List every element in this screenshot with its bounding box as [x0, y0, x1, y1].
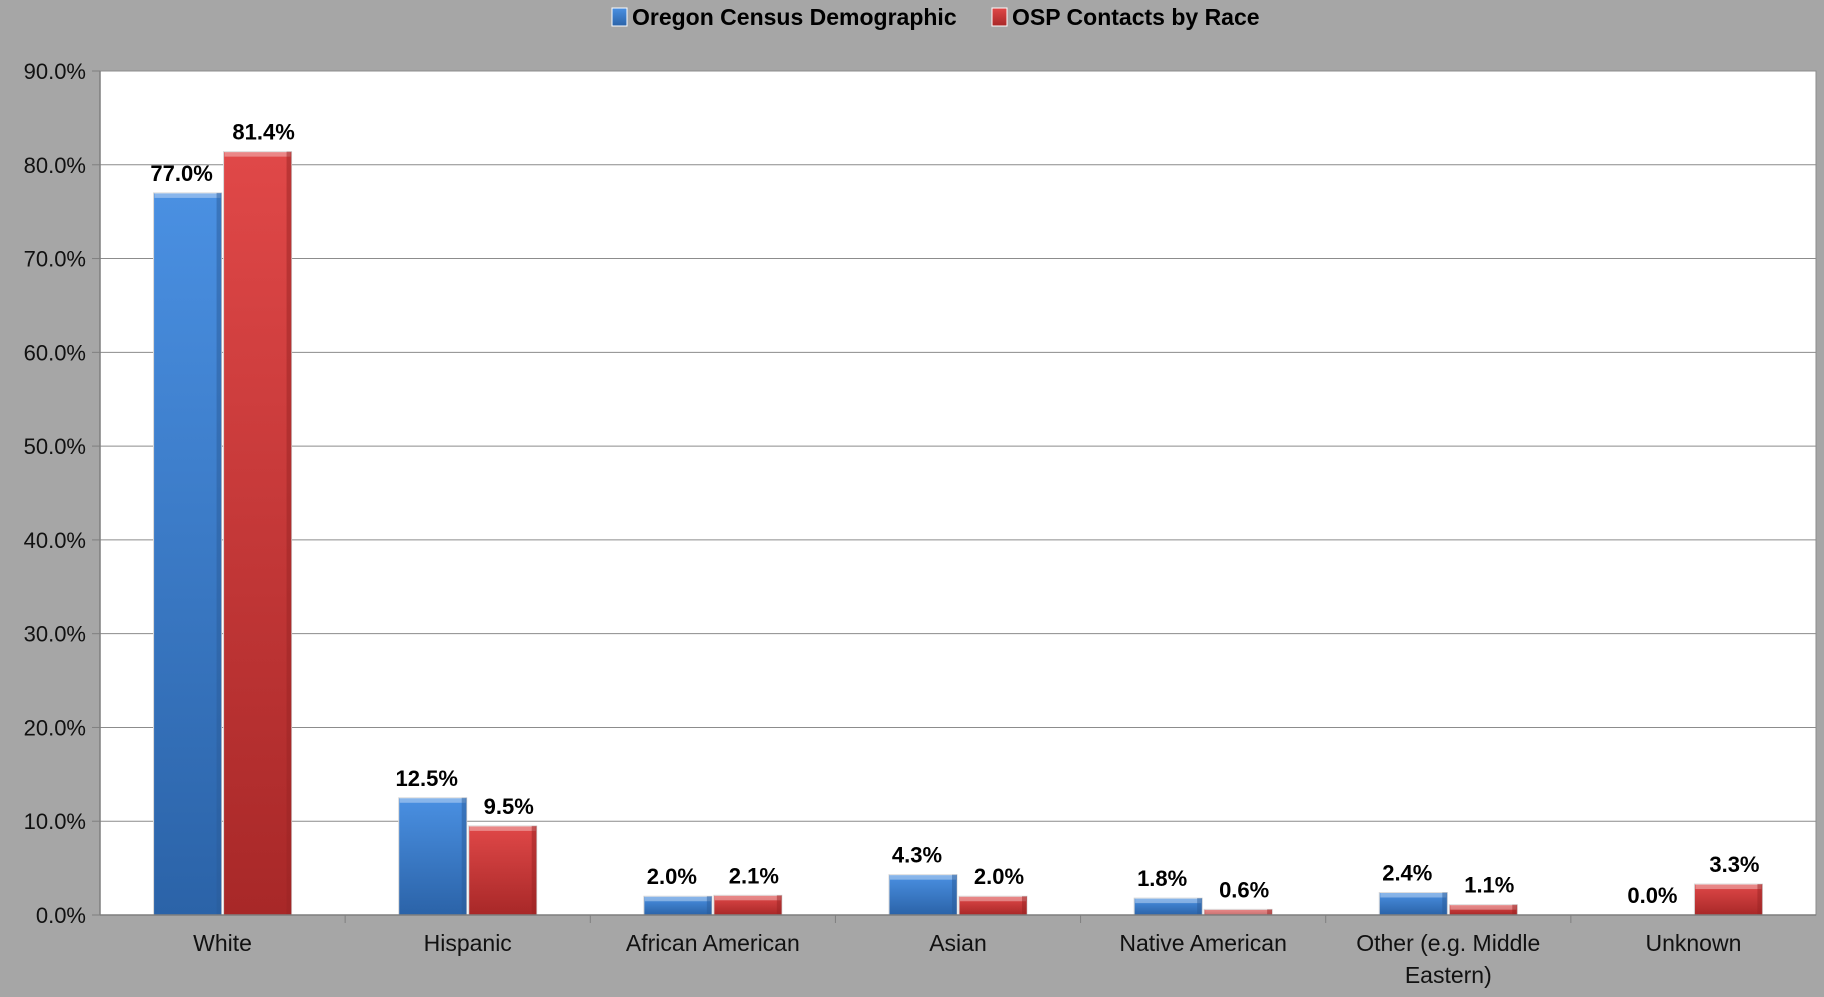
bar-shade [706, 896, 712, 915]
bar-cap [714, 895, 781, 901]
bar-shade [1512, 904, 1518, 915]
data-labels: 77.0% 81.4% 12.5% 9.5% 2.0% 2.1% 4.3% 2.0% 1.8% 0… [150, 120, 1759, 908]
bar-census-0 [153, 192, 223, 916]
bar-shade [216, 192, 222, 915]
y-tick-label: 20.0% [24, 715, 86, 740]
x-tick-label: Native American [1119, 930, 1286, 956]
axes: 0.0% 10.0% 20.0% 30.0% 40.0% 50.0% 60.0% 70.0% 8… [24, 59, 1816, 988]
bar-census-3 [888, 874, 958, 916]
bar-cap [1380, 892, 1447, 898]
y-tick-label: 80.0% [24, 153, 86, 178]
bar-shade [776, 895, 782, 915]
bar-cap [1205, 909, 1272, 915]
y-tick-label: 90.0% [24, 59, 86, 84]
bar-shade [286, 151, 292, 915]
x-tick-label: Hispanic [424, 930, 512, 956]
bar-cap [399, 797, 466, 803]
bar-shade [1022, 896, 1027, 915]
y-tick-label: 0.0% [36, 903, 86, 928]
data-label: 0.6% [1219, 877, 1269, 902]
bar-shade [1757, 884, 1763, 915]
data-label: 0.0% [1627, 883, 1677, 908]
bar-shade [1267, 909, 1273, 915]
y-tick-label: 30.0% [24, 622, 86, 647]
legend: Oregon Census Demographic OSP Contacts by… [611, 4, 1260, 30]
plot-area [99, 70, 1817, 916]
gridlines [100, 70, 1816, 822]
bar-cap [224, 151, 291, 157]
y-tick-label: 60.0% [24, 340, 86, 365]
data-label: 1.1% [1464, 873, 1514, 898]
bars [153, 151, 1763, 916]
bar-osp-1 [468, 825, 538, 916]
x-tick-label: Asian [929, 930, 987, 956]
bar-shade [461, 797, 467, 915]
data-label: 2.4% [1382, 860, 1432, 885]
x-tick-label: Other (e.g. Middle Eastern) [1356, 930, 1540, 988]
y-tick-label: 10.0% [24, 809, 86, 834]
bar-shade [531, 825, 537, 915]
data-label: 2.0% [647, 864, 697, 889]
bar-cap [960, 896, 1026, 902]
bar-shade [952, 874, 957, 915]
bar-cap [154, 192, 221, 198]
bar-cap [644, 896, 711, 902]
bar-cap [1695, 884, 1762, 890]
legend-label-osp: OSP Contacts by Race [1012, 4, 1260, 30]
bar-osp-6 [1693, 883, 1763, 916]
x-tick-label: Unknown [1645, 930, 1741, 956]
bar-cap [1450, 904, 1517, 910]
data-label: 1.8% [1137, 866, 1187, 891]
bar-cap [1135, 898, 1202, 904]
data-label: 9.5% [484, 794, 534, 819]
bar-osp-0 [223, 151, 293, 916]
data-label: 3.3% [1709, 852, 1759, 877]
data-label: 4.3% [892, 843, 942, 868]
bar-shade [1442, 892, 1448, 915]
bar-cap [469, 825, 536, 831]
x-tick-label: White [193, 930, 252, 956]
data-label: 2.1% [729, 863, 779, 888]
legend-label-census: Oregon Census Demographic [632, 4, 957, 30]
data-label: 12.5% [396, 766, 458, 791]
y-tick-label: 50.0% [24, 434, 86, 459]
bar-census-1 [398, 797, 468, 916]
bar-shade [1197, 898, 1203, 915]
bar-cap [890, 874, 956, 880]
x-tick-label: African American [626, 930, 800, 956]
legend-swatch-osp [991, 7, 1008, 27]
data-label: 2.0% [974, 864, 1024, 889]
data-label: 81.4% [232, 120, 294, 145]
y-tick-label: 40.0% [24, 528, 86, 553]
data-label: 77.0% [150, 161, 212, 186]
legend-swatch-census [611, 7, 628, 27]
y-tick-label: 70.0% [24, 247, 86, 272]
